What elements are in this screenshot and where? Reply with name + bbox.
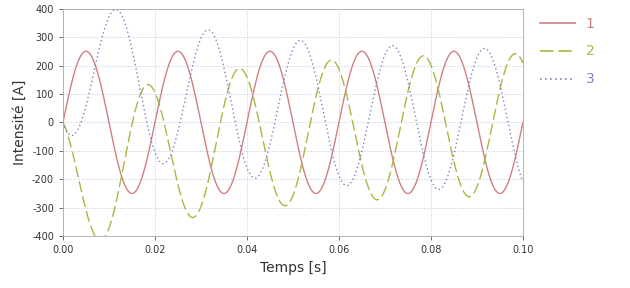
Legend: 1, 2, 3: 1, 2, 3: [534, 11, 600, 92]
Y-axis label: Intensité [A]: Intensité [A]: [13, 80, 26, 165]
X-axis label: Temps [s]: Temps [s]: [260, 261, 326, 275]
